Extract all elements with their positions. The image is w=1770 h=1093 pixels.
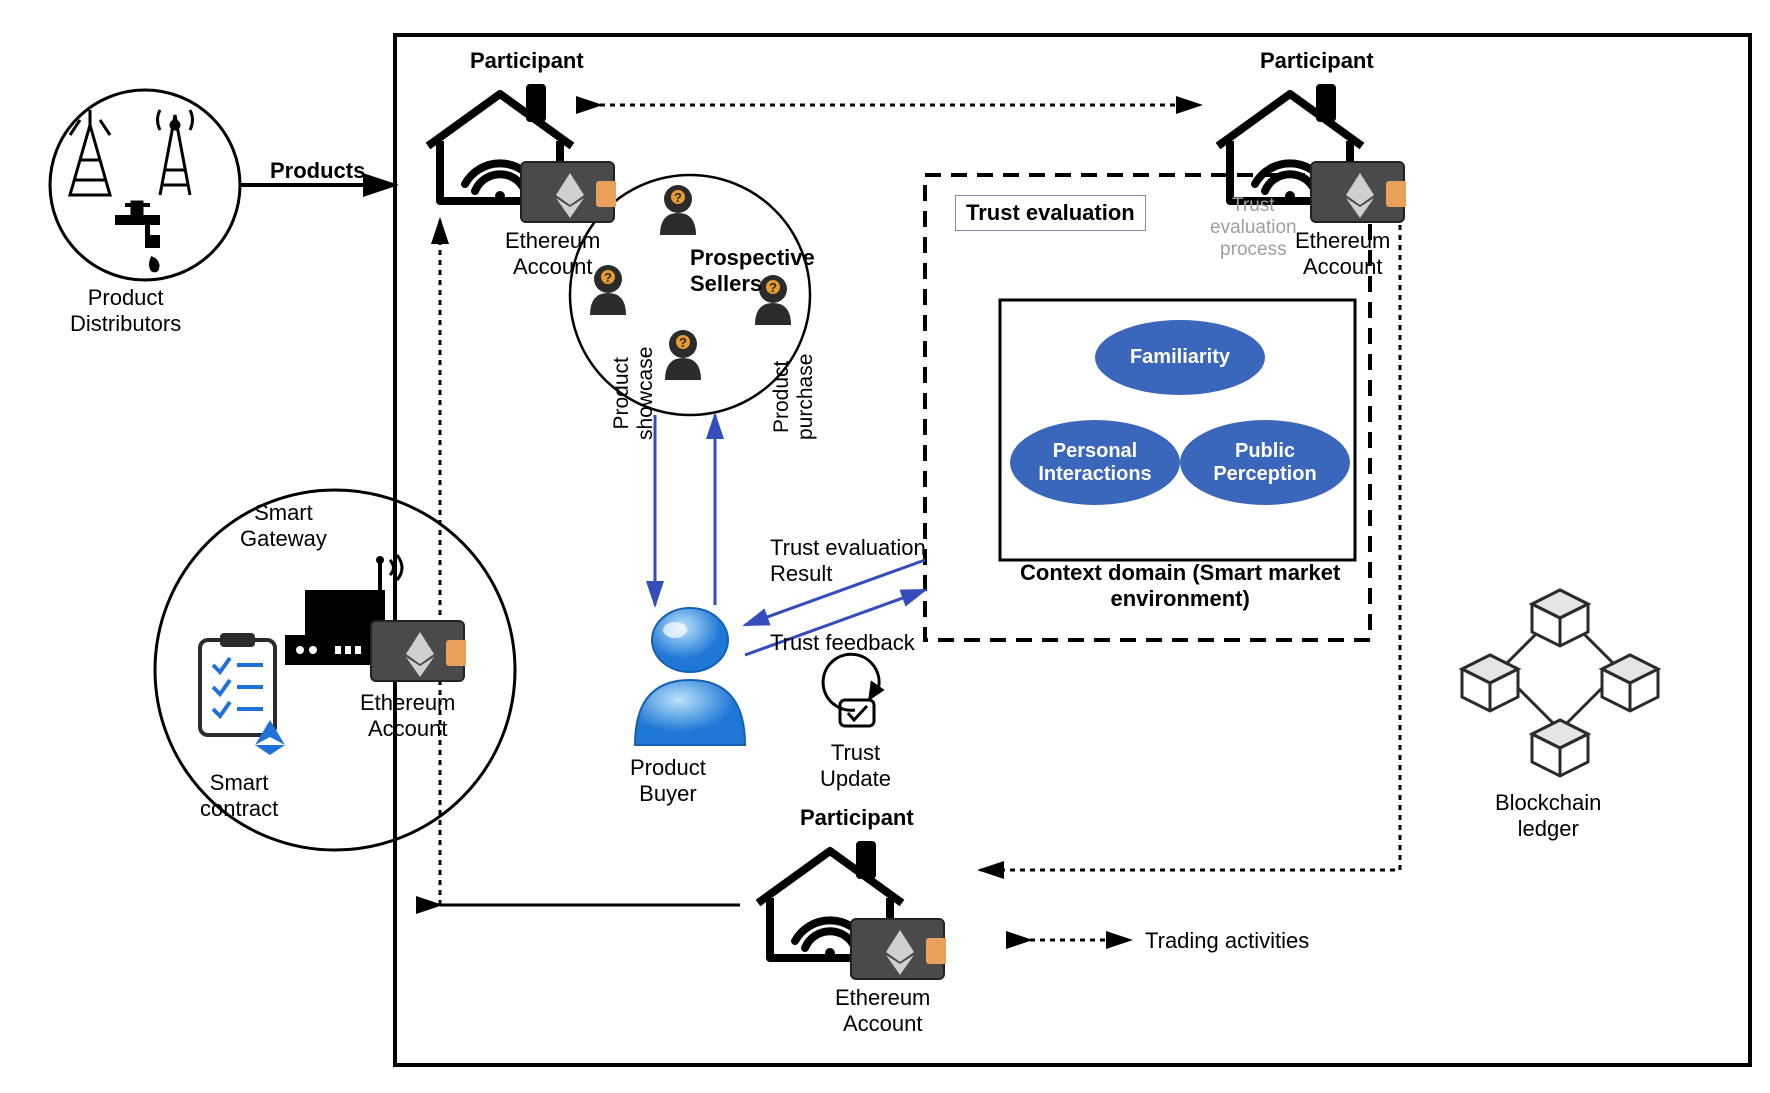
contract-icon: [200, 633, 285, 755]
svg-text:?: ?: [604, 270, 612, 285]
context-domain-label: Context domain (Smart market environment…: [1020, 560, 1340, 612]
trust-feedback-label: Trust feedback: [770, 630, 915, 656]
product-showcase-label: Product showcase: [610, 347, 658, 440]
buyer-label: Product Buyer: [630, 755, 706, 807]
wallet-icon: [520, 161, 615, 223]
wallet-icon: [1310, 161, 1405, 223]
distributor-circle: [50, 90, 240, 280]
public-perception-node: Public Perception: [1180, 420, 1350, 505]
gateway-eth-label: Ethereum Account: [360, 690, 455, 742]
buyer-icon: [625, 600, 755, 755]
svg-text:?: ?: [679, 335, 687, 350]
product-purchase-label: Product purchase: [770, 354, 818, 440]
svg-text:?: ?: [674, 190, 682, 205]
participant-label: Participant: [470, 48, 584, 74]
gateway-wallet: [370, 620, 465, 682]
sellers-label: Prospective Sellers: [690, 245, 815, 297]
eth-account-label: Ethereum Account: [505, 228, 600, 280]
wallet-icon: [850, 918, 945, 980]
participant-label: Participant: [800, 805, 914, 831]
trust-eval-title: Trust evaluation: [955, 195, 1146, 231]
eth-account-label: Ethereum Account: [1295, 228, 1390, 280]
diagram-canvas: ? ? ? ?: [0, 0, 1770, 1093]
blockchain-label: Blockchain ledger: [1495, 790, 1601, 842]
distributor-icons: [70, 110, 193, 271]
eth-account-label: Ethereum Account: [835, 985, 930, 1037]
smart-contract-label: Smart contract: [200, 770, 278, 822]
participant-label: Participant: [1260, 48, 1374, 74]
trust-eval-result-label: Trust evaluation Result: [770, 535, 926, 587]
personal-interactions-node: Personal Interactions: [1010, 420, 1180, 505]
buyer-seller-arrows: [655, 415, 715, 605]
trust-update-loop: [823, 654, 882, 726]
distributors-label: Product Distributors: [70, 285, 181, 337]
participant-top-left: Participant Ethereum Account: [410, 48, 600, 231]
blockchain-icon: [1462, 590, 1658, 776]
trust-eval-process-label: Trust evaluation process: [1210, 195, 1297, 261]
familiarity-node: Familiarity: [1095, 320, 1265, 395]
trust-update-label: Trust Update: [820, 740, 891, 792]
smart-gateway-label: Smart Gateway: [240, 500, 327, 552]
participant-bottom: Participant Ethereum Account: [740, 805, 930, 988]
trading-activities-label: Trading activities: [1145, 928, 1309, 954]
products-label: Products: [270, 158, 365, 184]
